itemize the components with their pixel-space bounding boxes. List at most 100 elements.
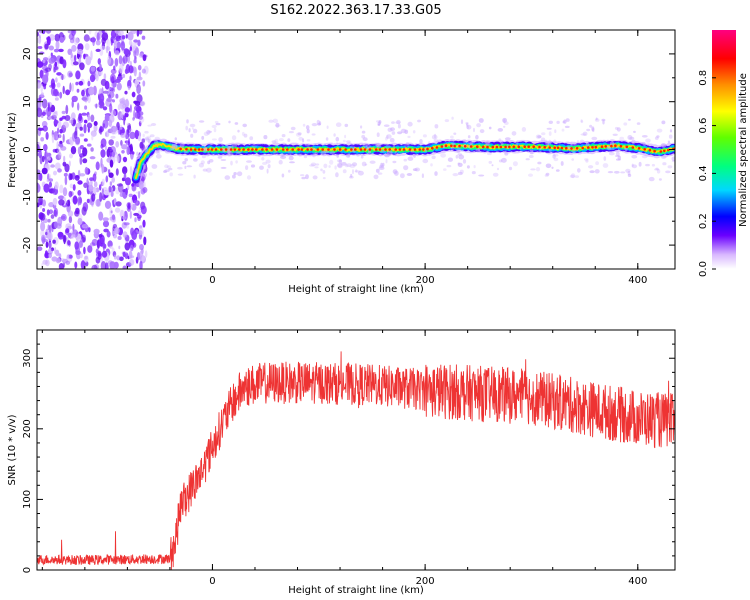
signal-speckle [355, 169, 358, 173]
signal-speckle [391, 121, 395, 124]
signal-speckle [607, 171, 614, 174]
noise-blob [100, 149, 106, 158]
signal-peak-dot [587, 146, 590, 149]
signal-speckle [202, 147, 208, 152]
signal-speckle [302, 138, 305, 143]
noise-blob [100, 45, 106, 51]
signal-speckle [235, 160, 238, 164]
signal-speckle [336, 162, 343, 168]
signal-speckle [462, 159, 467, 164]
signal-speckle [544, 139, 548, 144]
signal-speckle [193, 174, 196, 179]
signal-speckle [146, 137, 152, 143]
signal-speckle [645, 163, 650, 167]
noise-blob [132, 242, 137, 248]
signal-speckle [595, 117, 598, 121]
noise-blob [56, 141, 59, 151]
signal-speckle [641, 141, 646, 145]
noise-blob [89, 177, 94, 182]
noise-blob [95, 48, 101, 53]
signal-speckle [188, 128, 191, 133]
noise-blob [104, 114, 110, 122]
noise-blob [37, 81, 42, 89]
signal-peak-dot [444, 144, 448, 147]
noise-blob [77, 196, 83, 206]
signal-peak-dot [491, 145, 495, 149]
signal-speckle [206, 129, 211, 135]
noise-blob [40, 201, 43, 205]
signal-speckle [500, 142, 504, 146]
noise-blob [37, 37, 42, 44]
noise-blob [125, 34, 128, 39]
noise-blob [62, 121, 69, 129]
signal-speckle [290, 126, 296, 131]
noise-blob [86, 198, 90, 204]
signal-speckle [303, 155, 308, 159]
noise-blob [51, 82, 56, 90]
noise-blob [108, 149, 114, 153]
signal-peak-dot [594, 145, 598, 149]
noise-blob [81, 234, 86, 243]
noise-blob [42, 259, 48, 265]
noise-blob [141, 35, 146, 40]
signal-speckle [442, 145, 446, 149]
noise-blob [91, 264, 98, 269]
signal-speckle [446, 164, 452, 168]
noise-blob [39, 172, 43, 182]
noise-blob [67, 232, 72, 237]
signal-speckle [504, 121, 509, 125]
signal-speckle [217, 156, 223, 159]
noise-blob [69, 82, 72, 93]
signal-speckle [654, 168, 660, 171]
signal-speckle [503, 125, 506, 128]
noise-blob [121, 216, 127, 220]
noise-blob [40, 92, 45, 98]
snr-xlabel: Height of straight line (km) [288, 585, 424, 596]
noise-blob [75, 70, 81, 80]
signal-speckle [136, 151, 139, 157]
noise-blob [68, 190, 73, 198]
noise-blob [128, 65, 134, 74]
noise-blob [68, 33, 74, 40]
signal-speckle [380, 162, 384, 168]
signal-speckle [380, 150, 386, 153]
signal-speckle [344, 123, 349, 128]
noise-blob [115, 201, 122, 207]
noise-blob [68, 254, 73, 259]
noise-blob [121, 35, 126, 40]
signal-speckle [407, 135, 411, 139]
signal-speckle [548, 131, 552, 136]
noise-blob [62, 133, 65, 143]
signal-speckle [577, 168, 581, 173]
signal-speckle [389, 137, 395, 143]
noise-blob [67, 30, 74, 34]
signal-peak-dot [286, 148, 289, 151]
noise-blob [77, 48, 84, 55]
signal-speckle [351, 162, 358, 167]
signal-speckle [208, 159, 214, 163]
signal-speckle [209, 142, 214, 145]
noise-blob [134, 217, 137, 223]
noise-blob [129, 143, 133, 152]
signal-speckle [440, 153, 446, 158]
signal-speckle [375, 168, 380, 173]
signal-speckle [201, 155, 206, 159]
noise-blob [83, 246, 86, 255]
signal-peak-dot [591, 146, 594, 149]
signal-speckle [620, 171, 626, 174]
noise-blob [81, 89, 85, 97]
y-tick-label: 200 [22, 419, 33, 438]
noise-blob [116, 82, 122, 91]
signal-peak-dot [556, 146, 560, 150]
signal-speckle [571, 149, 575, 153]
signal-peak-dot [229, 148, 233, 151]
noise-blob [136, 111, 141, 120]
signal-speckle [287, 150, 294, 155]
signal-speckle [225, 145, 232, 149]
noise-blob [95, 199, 101, 207]
signal-speckle [275, 122, 280, 128]
noise-blob [62, 234, 67, 243]
signal-speckle [431, 134, 438, 140]
signal-peak-dot [300, 148, 304, 151]
noise-blob [64, 163, 70, 173]
